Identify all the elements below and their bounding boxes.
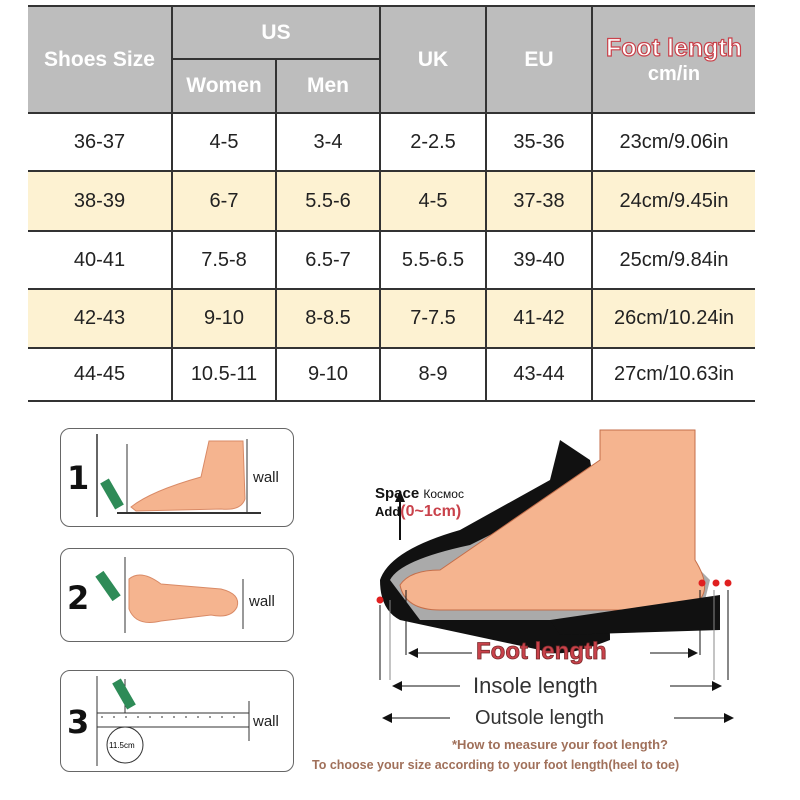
size-chart-table: Shoes Size US UK EU Foot length cm/in Wom…: [28, 5, 755, 402]
table-row: 42-43 9-10 8-8.5 7-7.5 41-42 26cm/10.24in: [28, 288, 755, 349]
step-number: 3: [67, 703, 90, 741]
table-cell: 2-2.5: [379, 112, 487, 172]
table-cell: 7.5-8: [171, 230, 277, 290]
step-number: 1: [67, 459, 90, 497]
table-cell: 6.5-7: [275, 230, 381, 290]
header-uk: UK: [379, 5, 487, 114]
wall-label: wall: [253, 469, 279, 486]
length-arrows: [382, 681, 734, 723]
unit-label: cm/in: [647, 62, 701, 85]
table-cell: 42-43: [28, 288, 173, 349]
header-eu: EU: [485, 5, 593, 114]
foot-length-title: Foot length: [605, 33, 743, 62]
how-to-measure-text: *How to measure your foot length?: [452, 737, 668, 752]
table-cell: 4-5: [379, 170, 487, 232]
header-foot-length: Foot length cm/in: [591, 5, 755, 114]
header-women: Women: [172, 58, 277, 114]
table-cell: 7-7.5: [379, 288, 487, 349]
table-cell: 26cm/10.24in: [591, 288, 755, 349]
table-row: 40-41 7.5-8 6.5-7 5.5-6.5 39-40 25cm/9.84in: [28, 230, 755, 290]
insole-length-label: Insole length: [473, 673, 598, 698]
table-cell: 25cm/9.84in: [591, 230, 755, 290]
wall-label: wall: [253, 713, 279, 730]
table-cell: 36-37: [28, 112, 173, 172]
foot-length-label: Foot length: [476, 638, 607, 666]
table-row: 38-39 6-7 5.5-6 4-5 37-38 24cm/9.45in: [28, 170, 755, 232]
table-cell: 41-42: [485, 288, 593, 349]
table-cell: 9-10: [275, 347, 381, 402]
step-3-panel: 3 wall 11.5cm: [60, 670, 294, 772]
step-2-panel: 2 wall: [60, 548, 294, 642]
table-cell: 27cm/10.63in: [591, 347, 755, 402]
table-cell: 23cm/9.06in: [591, 112, 755, 172]
foot-side-illustration: [96, 434, 261, 517]
foot-top-illustration: [95, 557, 244, 633]
table-cell: 39-40: [485, 230, 593, 290]
table-cell: 35-36: [485, 112, 593, 172]
table-cell: 44-45: [28, 347, 173, 402]
table-cell: 24cm/9.45in: [591, 170, 755, 232]
add-label: Add(0~1cm): [375, 503, 462, 520]
table-cell: 37-38: [485, 170, 593, 232]
table-cell: 8-9: [379, 347, 487, 402]
table-cell: 40-41: [28, 230, 173, 290]
outsole-length-label: Outsole length: [475, 707, 604, 729]
table-cell: 9-10: [171, 288, 277, 349]
table-cell: 6-7: [171, 170, 277, 232]
ruler-illustration: [96, 676, 250, 766]
table-cell: 38-39: [28, 170, 173, 232]
choose-size-text: To choose your size according to your fo…: [312, 758, 680, 772]
table-cell: 8-8.5: [275, 288, 381, 349]
space-label: Space Космос: [375, 485, 464, 502]
table-cell: 5.5-6: [275, 170, 381, 232]
table-cell: 3-4: [275, 112, 381, 172]
wall-label: wall: [249, 593, 275, 610]
step-1-panel: 1 wall: [60, 428, 294, 527]
table-cell: 10.5-11: [171, 347, 277, 402]
step-number: 2: [67, 579, 90, 617]
ruler-label: 11.5cm: [109, 741, 135, 750]
header-men: Men: [275, 58, 380, 114]
header-us: US: [171, 5, 381, 60]
table-row: 44-45 10.5-11 9-10 8-9 43-44 27cm/10.63in: [28, 347, 755, 402]
header-shoes-size: Shoes Size: [28, 5, 173, 114]
table-cell: 5.5-6.5: [379, 230, 487, 290]
table-row: 36-37 4-5 3-4 2-2.5 35-36 23cm/9.06in: [28, 112, 755, 172]
table-cell: 4-5: [171, 112, 277, 172]
shoe-foot-illustration: [376, 429, 732, 680]
table-cell: 43-44: [485, 347, 593, 402]
